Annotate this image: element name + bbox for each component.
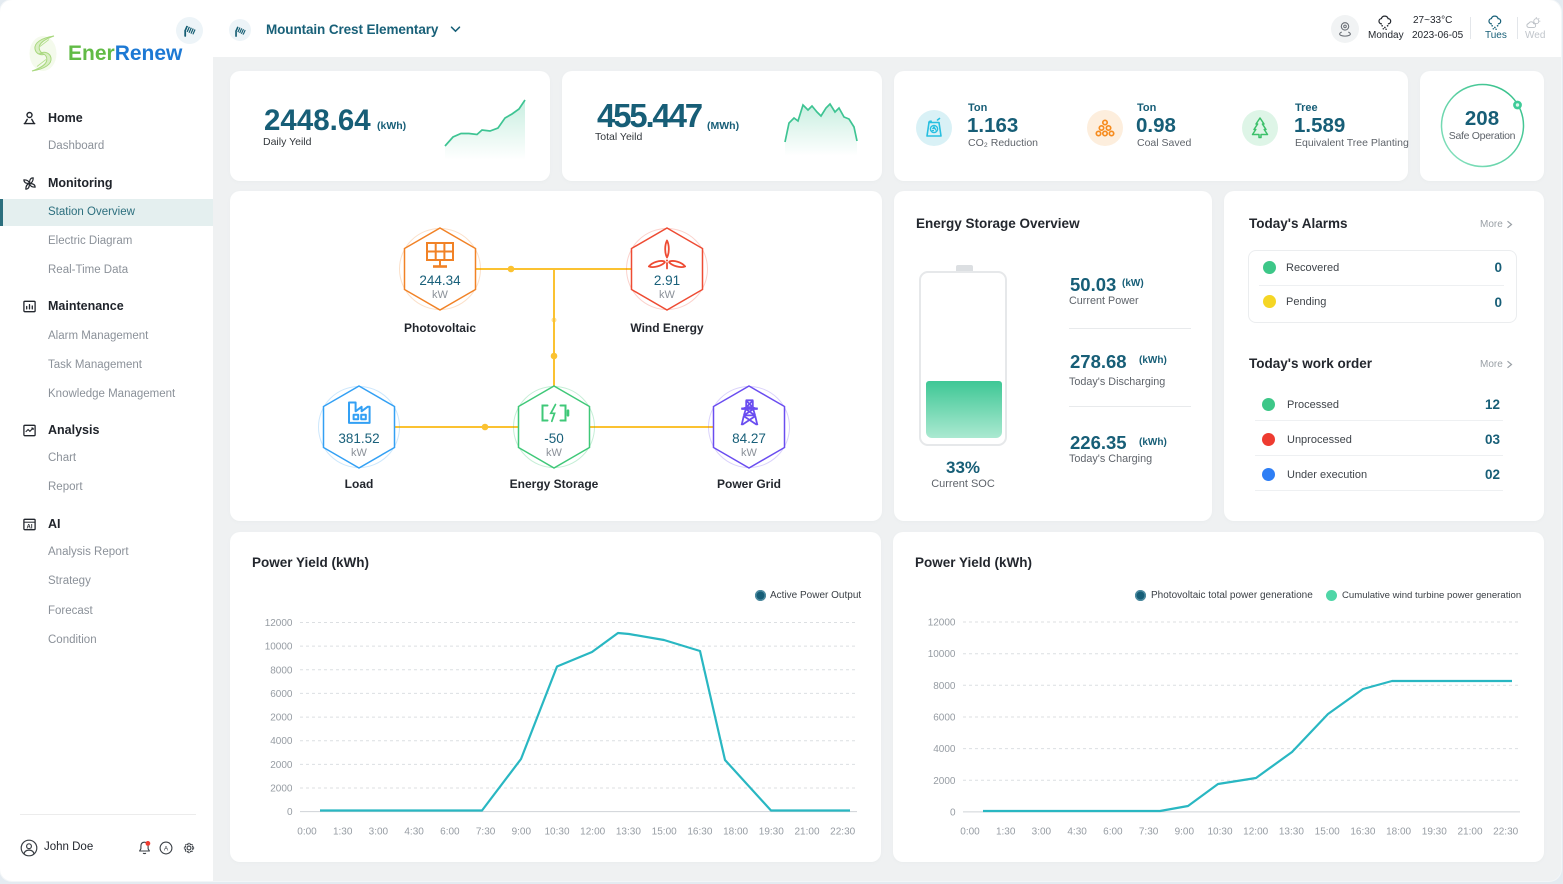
svg-text:10000: 10000 bbox=[928, 649, 956, 660]
svg-text:15:00: 15:00 bbox=[652, 827, 677, 838]
svg-text:4:30: 4:30 bbox=[404, 827, 424, 838]
svg-text:4000: 4000 bbox=[933, 744, 956, 755]
svg-text:12000: 12000 bbox=[265, 618, 293, 629]
svg-text:19:30: 19:30 bbox=[759, 827, 784, 838]
svg-text:kW: kW bbox=[741, 447, 758, 459]
svg-text:15:00: 15:00 bbox=[1315, 827, 1340, 838]
svg-text:7:30: 7:30 bbox=[1139, 827, 1159, 838]
svg-text:12:00: 12:00 bbox=[1243, 827, 1268, 838]
svg-text:244.34: 244.34 bbox=[419, 273, 461, 288]
svg-text:22:30: 22:30 bbox=[1493, 827, 1518, 838]
svg-text:13:30: 13:30 bbox=[616, 827, 641, 838]
svg-text:Load: Load bbox=[345, 477, 374, 491]
svg-text:12:00: 12:00 bbox=[580, 827, 605, 838]
svg-text:8000: 8000 bbox=[933, 681, 956, 692]
svg-text:18:00: 18:00 bbox=[723, 827, 748, 838]
svg-text:3:00: 3:00 bbox=[1032, 827, 1052, 838]
svg-text:A: A bbox=[164, 846, 169, 853]
svg-text:4000: 4000 bbox=[270, 736, 293, 747]
svg-text:9:00: 9:00 bbox=[512, 827, 532, 838]
svg-text:10000: 10000 bbox=[265, 642, 293, 653]
svg-text:2.91: 2.91 bbox=[654, 273, 680, 288]
svg-text:Photovoltaic: Photovoltaic bbox=[404, 321, 476, 335]
svg-text:9:00: 9:00 bbox=[1175, 827, 1195, 838]
svg-text:2000: 2000 bbox=[933, 776, 956, 787]
svg-text:Energy Storage: Energy Storage bbox=[510, 477, 599, 491]
svg-text:16:30: 16:30 bbox=[687, 827, 712, 838]
svg-text:0: 0 bbox=[950, 807, 956, 818]
svg-text:1:30: 1:30 bbox=[996, 827, 1016, 838]
svg-text:19:30: 19:30 bbox=[1422, 827, 1447, 838]
svg-text:16:30: 16:30 bbox=[1350, 827, 1375, 838]
svg-text:kW: kW bbox=[432, 289, 449, 301]
svg-text:-50: -50 bbox=[544, 431, 564, 446]
svg-text:Power Grid: Power Grid bbox=[717, 477, 781, 491]
svg-text:AI: AI bbox=[27, 524, 33, 530]
svg-text:0:00: 0:00 bbox=[960, 827, 980, 838]
svg-text:0:00: 0:00 bbox=[297, 827, 317, 838]
svg-text:10:30: 10:30 bbox=[544, 827, 569, 838]
svg-text:3:00: 3:00 bbox=[369, 827, 389, 838]
svg-text:2000: 2000 bbox=[270, 760, 293, 771]
svg-text:kW: kW bbox=[546, 447, 563, 459]
svg-text:21:00: 21:00 bbox=[1457, 827, 1482, 838]
svg-text:84.27: 84.27 bbox=[732, 431, 766, 446]
svg-text:22:30: 22:30 bbox=[830, 827, 855, 838]
svg-text:21:00: 21:00 bbox=[794, 827, 819, 838]
svg-text:4:30: 4:30 bbox=[1067, 827, 1087, 838]
svg-text:12000: 12000 bbox=[928, 618, 956, 629]
svg-text:10:30: 10:30 bbox=[1207, 827, 1232, 838]
svg-text:18:00: 18:00 bbox=[1386, 827, 1411, 838]
svg-text:2000: 2000 bbox=[270, 713, 293, 724]
svg-text:6000: 6000 bbox=[933, 713, 956, 724]
svg-text:1:30: 1:30 bbox=[333, 827, 353, 838]
svg-text:13:30: 13:30 bbox=[1279, 827, 1304, 838]
svg-text:381.52: 381.52 bbox=[338, 431, 379, 446]
svg-text:6:00: 6:00 bbox=[1103, 827, 1123, 838]
svg-text:Wind Energy: Wind Energy bbox=[630, 321, 704, 335]
svg-text:7:30: 7:30 bbox=[476, 827, 496, 838]
svg-text:8000: 8000 bbox=[270, 665, 293, 676]
svg-text:0: 0 bbox=[287, 807, 293, 818]
svg-text:6000: 6000 bbox=[270, 689, 293, 700]
svg-text:kW: kW bbox=[351, 447, 368, 459]
svg-text:6:00: 6:00 bbox=[440, 827, 460, 838]
svg-text:2000: 2000 bbox=[270, 784, 293, 795]
svg-text:kW: kW bbox=[659, 289, 676, 301]
